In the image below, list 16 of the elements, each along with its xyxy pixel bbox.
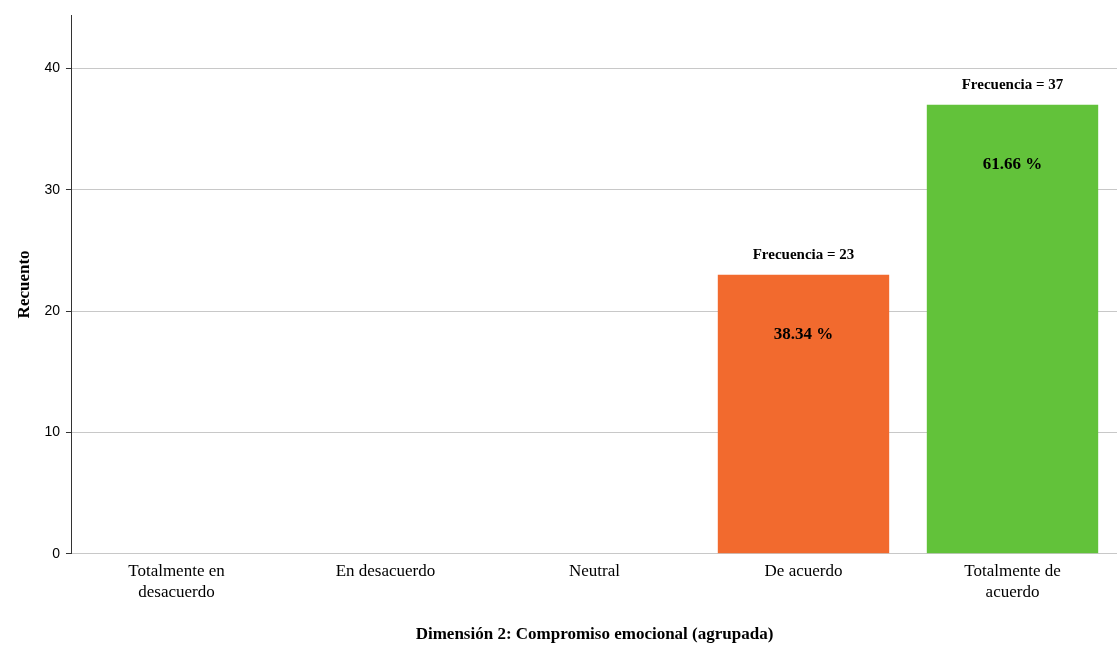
y-tick-label: 10 <box>44 423 61 440</box>
data-label: Frecuencia = 37 <box>961 76 1064 93</box>
y-tick-label: 30 <box>44 180 61 197</box>
y-tick-label: 0 <box>52 544 61 561</box>
x-tick-label: En desacuerdo <box>335 561 436 581</box>
data-label: Frecuencia = 23 <box>752 246 855 263</box>
x-axis-title: Dimensión 2: Compromiso emocional (agrupada) <box>415 624 774 644</box>
y-tick-label: 40 <box>44 59 61 76</box>
y-tick-label: 20 <box>44 301 61 318</box>
annotation: 38.34 % <box>773 324 834 344</box>
x-tick-label: Totalmente de acuerdo <box>964 561 1061 601</box>
x-tick-label: De acuerdo <box>764 561 843 581</box>
y-axis-title: Recuento <box>13 250 33 319</box>
x-tick-label: Neutral <box>568 561 621 581</box>
x-tick-label: Totalmente en desacuerdo <box>128 561 226 601</box>
annotation: 61.66 % <box>982 154 1043 174</box>
